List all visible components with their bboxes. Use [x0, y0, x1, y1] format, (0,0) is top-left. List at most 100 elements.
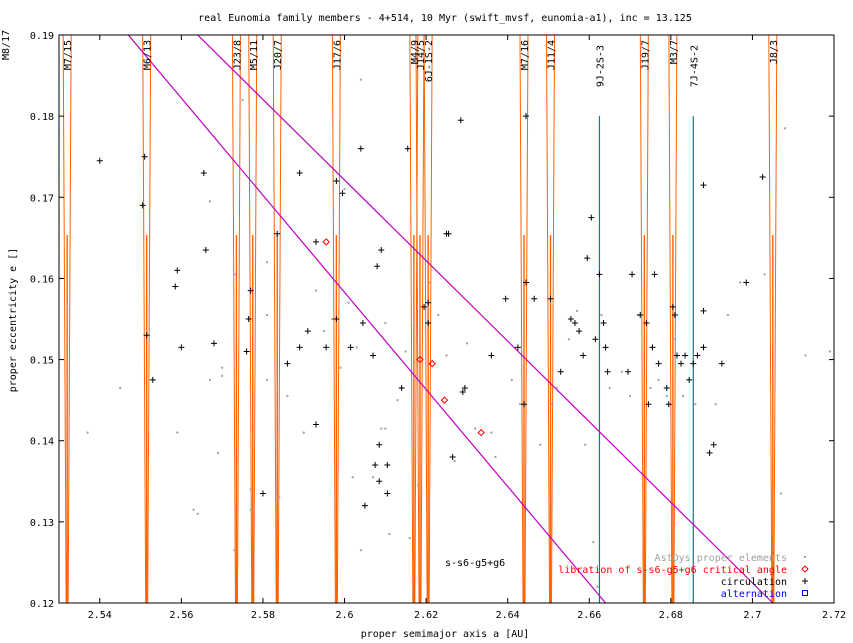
- data-point: [86, 431, 89, 434]
- data-point: [828, 350, 831, 353]
- resonance-label: J14/5: [416, 40, 427, 70]
- data-point: [384, 490, 391, 497]
- data-point: [518, 403, 521, 406]
- data-point: [233, 273, 236, 276]
- data-point: [66, 305, 69, 308]
- resonance-label: M4/9: [410, 40, 421, 64]
- data-point: [759, 174, 766, 180]
- data-point: [710, 441, 717, 448]
- data-point: [421, 303, 428, 310]
- data-point: [629, 271, 636, 278]
- legend-marker: [802, 590, 808, 596]
- resonance-boundary: [231, 35, 241, 603]
- data-point: [266, 261, 269, 264]
- data-point: [176, 431, 179, 434]
- legend-label-alternation: alternation: [721, 589, 787, 600]
- chart-title: real Eunomia family members - 4+514, 10 …: [198, 13, 692, 24]
- legend-markers: [801, 556, 809, 596]
- resonance-labels: M7/15 M6/13 J23/8 M5/11 J20/7 J17/6 M4/9J14/56…: [63, 40, 780, 87]
- data-point: [531, 295, 538, 302]
- data-point: [119, 386, 122, 389]
- data-point: [557, 368, 564, 375]
- data-point: [274, 230, 281, 237]
- data-point: [673, 352, 680, 359]
- data-point: [247, 287, 254, 294]
- data-point: [510, 378, 513, 381]
- resonance-boundary: [668, 35, 678, 603]
- data-point: [494, 455, 497, 458]
- resonance-boundary: [142, 35, 152, 603]
- data-point: [596, 271, 603, 278]
- x-tick-label: 2.62: [414, 610, 438, 621]
- data-point: [651, 271, 658, 278]
- data-point: [149, 376, 156, 383]
- data-point: [665, 401, 672, 408]
- resonance-boundary: [768, 35, 778, 603]
- data-point: [425, 320, 432, 327]
- data-point: [370, 352, 377, 359]
- resonance-label: J19/7: [640, 40, 651, 70]
- axis-ticks: 2.54 2.56 2.58 2.6 2.62 2.64 2.66 2.68 2.7 2.72 0.…: [30, 31, 846, 621]
- y-tick-label: 0.15: [30, 356, 54, 367]
- data-point: [726, 313, 729, 316]
- resonance-boundary: [546, 35, 556, 603]
- data-point: [523, 279, 530, 286]
- legend-label-astdys: AstDys proper elements: [655, 553, 787, 564]
- data-point: [331, 318, 334, 320]
- data-point: [141, 153, 148, 160]
- data-point: [465, 342, 468, 345]
- data-point: [304, 328, 311, 335]
- data-point: [314, 289, 317, 292]
- resonance-label: J11/4: [547, 40, 558, 70]
- data-point: [571, 320, 578, 327]
- secular-resonance-line: [197, 35, 774, 603]
- data-point: [266, 313, 269, 316]
- legend-marker: [801, 565, 809, 573]
- data-point: [645, 401, 652, 408]
- y-tick-label: 0.18: [30, 112, 54, 123]
- data-point: [576, 328, 583, 335]
- data-point: [174, 267, 181, 274]
- data-point: [604, 368, 611, 375]
- data-point: [600, 313, 603, 316]
- resonance-label: M3/7: [669, 40, 680, 64]
- y-tick-label: 0.17: [30, 193, 54, 204]
- data-point: [202, 247, 209, 254]
- data-point: [396, 399, 399, 402]
- resonance-label: J8/3: [769, 40, 780, 64]
- legend-marker: [804, 556, 806, 558]
- data-point: [600, 320, 607, 327]
- data-point: [637, 311, 644, 318]
- data-point: [378, 247, 385, 254]
- y-tick-label: 0.16: [30, 274, 54, 285]
- data-point: [259, 490, 266, 497]
- data-point: [686, 376, 693, 383]
- data-point: [429, 281, 432, 284]
- data-point: [347, 301, 350, 304]
- data-point: [576, 309, 579, 312]
- resonance-boundary: [331, 35, 341, 603]
- data-point: [245, 316, 252, 322]
- data-point: [398, 384, 405, 391]
- data-point: [718, 360, 725, 367]
- resonance-label: M5/11: [249, 40, 260, 70]
- secular-resonance-label: s-s6-g5+g6: [445, 558, 505, 569]
- data-point: [514, 344, 521, 351]
- data-point: [665, 395, 668, 398]
- data-point: [580, 352, 587, 359]
- resonance-label: 6J-1S-2: [424, 40, 435, 82]
- data-point: [502, 295, 509, 302]
- data-point: [284, 360, 291, 367]
- resonance-label: M7/16: [520, 40, 531, 70]
- data-point: [404, 350, 407, 353]
- data-point: [357, 145, 364, 152]
- resonance-boundary: [423, 35, 433, 603]
- data-point: [459, 389, 466, 396]
- data-point: [625, 368, 632, 375]
- plot-frame: [58, 34, 835, 604]
- three-body-label: 9J-2S-3: [595, 45, 606, 87]
- data-point: [351, 476, 354, 479]
- data-point: [404, 145, 411, 152]
- data-point: [380, 427, 383, 430]
- data-point: [196, 512, 199, 515]
